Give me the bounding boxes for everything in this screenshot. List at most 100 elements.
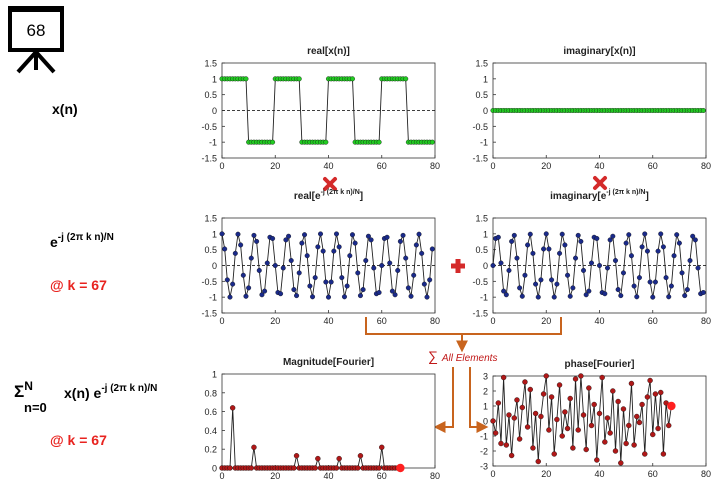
imagk-title-end: ]: [646, 191, 649, 202]
imagk-data-point: [618, 293, 624, 299]
realk-data-point: [235, 231, 241, 237]
imagk-data-point: [631, 283, 637, 289]
realk-data-point: [395, 267, 401, 273]
phase-data-point: [655, 425, 661, 432]
imagk-data-point: [674, 232, 680, 238]
imagk-data-point: [634, 294, 640, 300]
mag-title: Magnitude[Fourier]: [283, 357, 374, 368]
imagk-data-point: [692, 237, 698, 243]
realx-data-point: [429, 139, 435, 145]
imagk-chart: 1.510.50-0.5-1-1.50 20 40 60 80imaginary[e-j…: [472, 189, 711, 326]
mag-y-tick-label: 0.8: [204, 388, 217, 398]
realx-data-point: [349, 76, 355, 82]
realk-data-point: [294, 293, 300, 299]
realk-data-point: [278, 291, 284, 297]
phase-y-tick-label: 3: [483, 372, 488, 382]
realk-data-point: [357, 293, 363, 299]
realk-data-point: [323, 279, 329, 285]
realk-data-point: [240, 272, 246, 278]
imagk-data-point: [549, 277, 555, 283]
phase-data-point: [551, 451, 557, 457]
flow-arrow-left: [433, 367, 454, 433]
mag-data-point: [379, 444, 385, 451]
realk-data-point: [400, 232, 406, 238]
realk-data-point: [310, 294, 316, 300]
phase-data-point: [666, 422, 672, 429]
phase-data-point: [623, 440, 629, 447]
realk-data-point: [296, 270, 302, 276]
realk-data-point: [365, 233, 371, 239]
realk-title-end: ]: [360, 191, 363, 202]
mag-y-tick-label: 1: [212, 370, 217, 380]
realk-data-point: [424, 294, 430, 300]
imagx-data-point: [700, 107, 706, 113]
realx-data-point: [243, 76, 249, 82]
imagk-data-point: [583, 292, 589, 298]
mag-data-point: [376, 465, 382, 471]
sum-body-text: x(n) e: [64, 385, 102, 401]
imagk-data-point: [570, 285, 576, 291]
phase-data-point: [615, 398, 621, 405]
realk-data-point: [288, 258, 294, 264]
imagx-title: imaginary[x(n)]: [563, 46, 635, 57]
phase-data-point: [516, 436, 523, 442]
phase-x-tick-label: 0: [490, 469, 495, 479]
imagk-x-tick-label: 40: [594, 316, 604, 326]
mag-data-point: [248, 465, 254, 471]
presentation-board-icon: [8, 6, 64, 74]
imagk-y-tick-label: 0: [483, 261, 488, 271]
imagx-y-tick-label: 0.5: [475, 90, 488, 100]
realk-data-point: [360, 287, 366, 293]
phase-data-point: [522, 379, 528, 385]
imagk-data-point: [682, 293, 688, 299]
phase-data-point: [498, 440, 504, 447]
phase-data-point: [562, 409, 568, 415]
phase-data-point: [628, 380, 635, 387]
imagk-data-point: [503, 292, 509, 298]
phase-data-point: [514, 397, 520, 403]
phase-data-point: [612, 448, 619, 454]
phase-data-point: [607, 430, 613, 436]
realk-data-point: [344, 283, 350, 289]
phase-data-point: [530, 445, 536, 451]
imagk-data-point: [612, 258, 618, 264]
realk-y-tick-label: -1.5: [201, 309, 217, 319]
realk-data-point: [270, 235, 276, 241]
realk-title-main: real[e: [294, 191, 321, 202]
realx-y-tick-label: 1: [212, 74, 217, 84]
realk-data-point: [333, 231, 339, 237]
mag-data-point: [333, 465, 340, 471]
sum-note: ∑ All Elements: [428, 348, 497, 364]
mag-data-point: [291, 465, 297, 471]
realk-data-point: [331, 248, 337, 254]
mag-title-main: Magnitude[Fourier]: [283, 357, 374, 368]
sum-note-sigma: ∑: [428, 348, 442, 364]
realk-data-point: [302, 232, 308, 238]
mag-data-point: [312, 465, 318, 471]
realk-data-point: [371, 265, 377, 271]
realk-data-point: [384, 234, 390, 240]
realx-title-main: real[x(n)]: [307, 46, 350, 57]
realk-data-point: [416, 231, 422, 237]
realk-data-point: [232, 250, 238, 256]
sigma-symbol: Σ: [14, 382, 25, 401]
imagk-data-point: [514, 255, 520, 261]
imagk-title: imaginary[e-j (2π k n)/N]: [550, 189, 649, 202]
mag-x-tick-label: 0: [219, 471, 224, 481]
imagk-x-tick-label: 80: [701, 316, 711, 326]
imagk-data-point: [607, 237, 613, 243]
realk-data-point: [368, 237, 374, 243]
imagk-data-point: [597, 263, 603, 269]
imagk-data-point: [623, 240, 629, 246]
mag-current-k-point: [396, 463, 405, 473]
multiply-icon: [593, 176, 607, 190]
realk-x-tick-label: 80: [430, 316, 440, 326]
phase-data-point: [546, 427, 552, 433]
imagk-data-point: [573, 255, 579, 261]
phase-data-point: [543, 373, 549, 379]
realk-data-point: [286, 233, 292, 239]
phase-data-point: [644, 394, 651, 400]
realk-data-point: [254, 238, 260, 244]
realk-data-point: [421, 281, 427, 287]
